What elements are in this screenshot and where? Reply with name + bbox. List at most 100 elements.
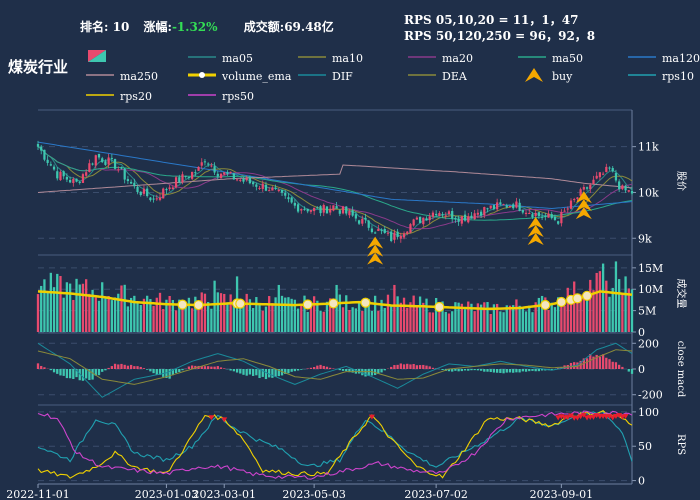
macd-bar xyxy=(107,367,110,369)
volume-bar xyxy=(457,302,460,332)
candle xyxy=(470,215,473,219)
macd-bar xyxy=(492,369,496,373)
macd-bar xyxy=(94,369,97,376)
candle xyxy=(444,215,447,217)
candle xyxy=(335,206,338,209)
macd-bar xyxy=(40,365,43,369)
macd-bar xyxy=(412,363,415,369)
volume-bar xyxy=(284,297,287,332)
macd-bar xyxy=(146,369,149,370)
volume-bar xyxy=(550,302,553,332)
rank-info: 排名: 10 涨幅:-1.32% 成交额:69.48亿 xyxy=(80,18,334,35)
candle xyxy=(171,187,174,190)
candle xyxy=(146,188,149,197)
volume-bar xyxy=(335,284,338,332)
volume-bar xyxy=(357,301,361,332)
candle xyxy=(271,187,274,191)
macd-bar xyxy=(81,369,85,381)
macd-bar xyxy=(190,365,194,369)
volume-bar xyxy=(608,296,611,332)
volume-bar xyxy=(120,285,123,332)
volume-ema-marker xyxy=(556,296,567,308)
volume-bar xyxy=(630,289,634,332)
candle xyxy=(396,231,399,238)
candle xyxy=(357,220,361,224)
macd-bar xyxy=(418,365,422,369)
candle xyxy=(287,197,290,200)
volume-bar xyxy=(373,295,377,332)
candle xyxy=(85,172,88,176)
volume-bar xyxy=(598,271,602,332)
legend-label-volume_ema: volume_ema xyxy=(222,70,292,83)
volume-bar xyxy=(560,305,563,332)
candle xyxy=(293,202,296,206)
volume-bar xyxy=(454,302,457,332)
volume-bar xyxy=(300,303,303,332)
volume-bar xyxy=(425,298,428,332)
y-tick-label: 15M xyxy=(638,262,663,275)
volume-bar xyxy=(473,311,476,332)
macd-bar xyxy=(393,365,396,369)
x-tick-label: 2023-05-03 xyxy=(282,488,345,500)
macd-bar xyxy=(129,364,133,369)
rps-red-marker xyxy=(590,414,597,420)
volume-bar xyxy=(512,305,515,332)
legend-swatch-ma50 xyxy=(518,56,546,58)
candle xyxy=(409,224,412,233)
macd-bar xyxy=(508,369,512,373)
candle xyxy=(454,217,457,220)
candle xyxy=(390,231,393,241)
candle xyxy=(608,167,611,169)
candle xyxy=(59,171,62,181)
volume-bar xyxy=(242,302,245,332)
rps-line-2: RPS 50,120,250 = 96，92，8 xyxy=(404,29,596,43)
candle xyxy=(184,175,187,177)
candle xyxy=(72,178,75,183)
macd-bar xyxy=(219,367,223,369)
volume-bar xyxy=(537,297,541,332)
volume-bar xyxy=(521,307,524,332)
candle xyxy=(325,206,329,214)
candle xyxy=(451,211,454,219)
candle xyxy=(264,184,268,191)
candle xyxy=(447,211,451,215)
volume-bar xyxy=(322,311,325,332)
candle xyxy=(242,178,245,182)
volume-bar xyxy=(422,302,425,332)
volume-bar xyxy=(351,307,354,332)
macd-bar xyxy=(345,369,348,372)
volume-bar xyxy=(149,299,152,332)
volume-bar xyxy=(547,310,550,332)
legend-swatch-ma10 xyxy=(298,56,326,58)
candle xyxy=(52,166,56,170)
volume-bar xyxy=(434,297,438,332)
volume-bar xyxy=(460,303,463,332)
candle xyxy=(43,149,46,160)
macd-bar xyxy=(585,358,589,369)
macd-bar xyxy=(232,369,236,372)
macd-bar xyxy=(264,369,268,380)
macd-bar xyxy=(290,369,293,372)
volume-bar xyxy=(361,310,364,332)
candle xyxy=(611,168,614,172)
volume-bar xyxy=(258,304,261,332)
volume-bar xyxy=(280,295,284,332)
candle xyxy=(521,209,524,213)
macd-bar xyxy=(528,369,531,372)
candle xyxy=(75,178,78,182)
volume-bar xyxy=(582,295,585,332)
y-tick-label: 0 xyxy=(638,363,645,376)
candle xyxy=(528,213,531,215)
legend-swatch-rps10 xyxy=(628,74,656,76)
volume-bar xyxy=(81,283,85,332)
candle xyxy=(512,204,515,209)
volume-bar xyxy=(255,297,258,332)
x-tick-label: 2023-03-01 xyxy=(193,488,256,500)
volume-bar xyxy=(43,279,46,332)
candle xyxy=(97,153,101,158)
volume-bar xyxy=(97,300,101,332)
macd-bar xyxy=(454,369,457,371)
rps-red-marker xyxy=(606,414,613,420)
volume-bar xyxy=(126,306,130,332)
buy-arrow xyxy=(575,191,592,204)
